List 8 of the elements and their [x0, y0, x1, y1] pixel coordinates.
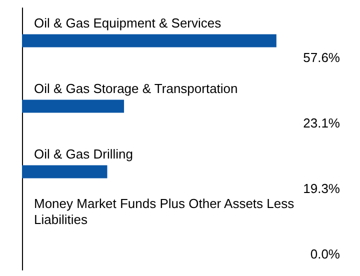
y-tick-label: Oil & Gas Storage & Transportation	[34, 80, 238, 96]
data-label: 23.1%	[303, 115, 340, 130]
data-label: 57.6%	[303, 50, 340, 65]
data-label: 0.0%	[310, 246, 340, 262]
y-tick-label: Oil & Gas Equipment & Services	[34, 15, 222, 30]
y-tick-label: Oil & Gas Drilling	[34, 146, 133, 162]
data-label: 19.3%	[303, 180, 340, 196]
y-tick-label: Money Market Funds Plus Other Assets Less Liabilities	[34, 196, 298, 227]
